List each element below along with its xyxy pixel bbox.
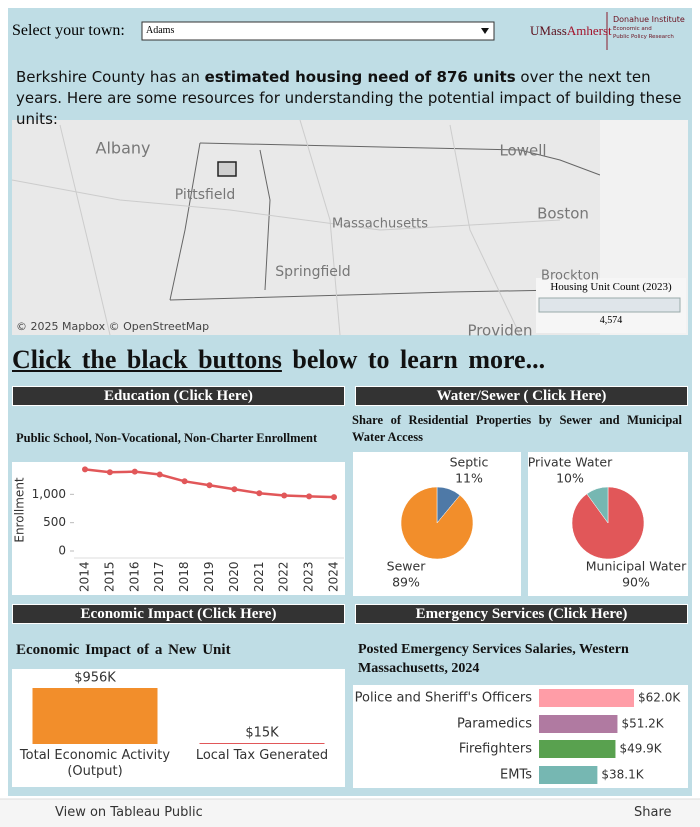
headline-text: below to learn more... bbox=[292, 345, 546, 374]
x-tick-label: 2023 bbox=[302, 561, 316, 592]
share-button[interactable]: Share bbox=[634, 805, 672, 820]
selected-town[interactable]: Adams bbox=[146, 25, 175, 36]
logo-institute: Donahue Institute Economic and Public Po… bbox=[613, 15, 685, 41]
bar bbox=[539, 740, 616, 758]
headline: Click the black buttons below to learn m… bbox=[12, 345, 545, 375]
value-label: $15K bbox=[245, 726, 279, 741]
map-label: Lowell bbox=[499, 142, 546, 160]
value-label: $956K bbox=[74, 671, 116, 686]
map-label: Springfield bbox=[275, 264, 350, 280]
legend-value: 4,574 bbox=[599, 315, 623, 326]
map-label: Massachusetts bbox=[332, 217, 428, 232]
point bbox=[256, 490, 263, 497]
x-tick-label: 2018 bbox=[177, 561, 191, 592]
bar bbox=[32, 688, 158, 744]
y-tick-label: 0 bbox=[58, 544, 66, 558]
x-tick-label: 2017 bbox=[152, 561, 166, 592]
point bbox=[281, 492, 288, 499]
x-tick-label: 2021 bbox=[252, 561, 266, 592]
point bbox=[231, 486, 238, 493]
section-button[interactable]: Economic Impact (Click Here) bbox=[12, 604, 345, 624]
institute: Donahue Institute bbox=[613, 15, 685, 24]
intro-text: over the next ten years. Here are some r… bbox=[16, 68, 682, 128]
legend-swatch bbox=[538, 297, 681, 313]
map-label: Brockton bbox=[541, 269, 599, 284]
x-tick-label: 2016 bbox=[127, 561, 141, 592]
x-tick-label: 2014 bbox=[78, 561, 92, 592]
bar bbox=[199, 743, 325, 744]
x-tick-label: 2022 bbox=[277, 561, 291, 592]
intro: Berkshire County has an estimated housin… bbox=[16, 67, 684, 130]
map-label: Providen bbox=[467, 322, 532, 340]
y-tick-label: 1,000 bbox=[32, 487, 66, 501]
x-tick-label: 2020 bbox=[227, 561, 241, 592]
y-tick-label: Firefighters bbox=[459, 742, 532, 757]
value-label: $62.0K bbox=[638, 691, 681, 705]
y-tick-label: Police and Sheriff's Officers bbox=[355, 691, 533, 706]
chart-title: Economic Impact of a New Unit bbox=[16, 642, 231, 658]
map-roads bbox=[11, 119, 561, 336]
point bbox=[106, 469, 113, 476]
slice-label: Municipal Water bbox=[586, 559, 687, 574]
chart-title: Share of Residential Properties by Sewer… bbox=[352, 413, 682, 444]
pie-slice bbox=[400, 486, 474, 560]
town-highlight bbox=[217, 161, 237, 177]
intro-bold: estimated housing need of 876 units bbox=[204, 68, 516, 86]
headline-link[interactable]: Click the black buttons bbox=[12, 345, 282, 374]
y-tick-label: 500 bbox=[43, 515, 66, 529]
slice-label: Sewer bbox=[387, 559, 427, 574]
pie-slice bbox=[586, 486, 609, 524]
slice-value: 90% bbox=[622, 575, 650, 590]
point bbox=[181, 478, 188, 485]
chart-title: Public School, Non-Vocational, Non-Chart… bbox=[16, 431, 318, 445]
intro-text: Berkshire County has an bbox=[16, 68, 205, 86]
bar bbox=[539, 689, 634, 707]
x-tick-label: Total Economic Activity (Output) bbox=[19, 748, 171, 779]
bar bbox=[539, 715, 618, 733]
section-button[interactable]: Education (Click Here) bbox=[12, 386, 345, 406]
logo-brand: UMass bbox=[530, 23, 567, 38]
map-label: Pittsfield bbox=[175, 187, 236, 203]
point bbox=[82, 466, 88, 473]
panel bbox=[12, 462, 345, 595]
legend-title: Housing Unit Count (2023) bbox=[550, 281, 672, 293]
y-tick-label: Paramedics bbox=[457, 717, 532, 732]
x-tick-label: 2015 bbox=[102, 561, 116, 592]
toolbar bbox=[0, 799, 700, 827]
town-select[interactable] bbox=[141, 21, 495, 41]
y-axis-label: Enrollment bbox=[13, 477, 27, 543]
slice-label: Septic bbox=[450, 455, 489, 470]
chart-title: Posted Emergency Services Salaries, West… bbox=[358, 642, 629, 676]
map-attribution: © 2025 Mapbox © OpenStreetMap bbox=[16, 320, 210, 333]
point bbox=[306, 493, 313, 500]
x-tick-label: Local Tax Generated bbox=[195, 748, 329, 763]
institute-sub: Public Policy Research bbox=[613, 34, 674, 40]
slice-label: Private Water bbox=[528, 455, 613, 470]
institute-sub: Economic and bbox=[613, 26, 652, 32]
select-arrow bbox=[481, 28, 489, 34]
logo-brand: Amherst bbox=[566, 23, 612, 38]
slice-value: 11% bbox=[455, 471, 483, 486]
x-tick-label: 2019 bbox=[202, 561, 216, 592]
point bbox=[206, 482, 213, 489]
select-label: Select your town: bbox=[12, 22, 125, 39]
value-label: $51.2K bbox=[621, 717, 664, 731]
point bbox=[131, 468, 138, 475]
point bbox=[331, 494, 337, 501]
x-tick-label: 2024 bbox=[327, 561, 341, 592]
map-label: Albany bbox=[96, 139, 151, 158]
map-label: Boston bbox=[537, 205, 589, 223]
value-label: $49.9K bbox=[619, 742, 662, 756]
bar bbox=[539, 766, 598, 784]
section-button[interactable]: Emergency Services (Click Here) bbox=[355, 604, 688, 624]
slice-value: 89% bbox=[392, 575, 420, 590]
view-link[interactable]: View on Tableau Public bbox=[55, 805, 203, 820]
point bbox=[156, 471, 163, 478]
logo: UMassAmherst bbox=[530, 23, 612, 39]
slice-value: 10% bbox=[556, 471, 584, 486]
value-label: $38.1K bbox=[601, 768, 644, 782]
y-tick-label: EMTs bbox=[500, 768, 532, 783]
section-button[interactable]: Water/Sewer ( Click Here) bbox=[355, 386, 688, 406]
